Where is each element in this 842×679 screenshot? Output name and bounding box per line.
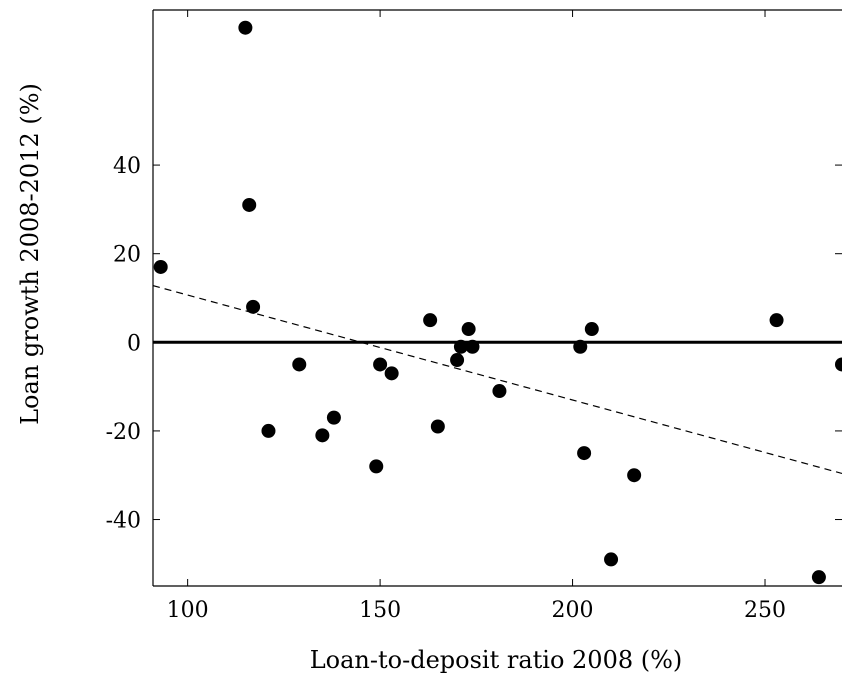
data-point: [465, 339, 480, 354]
y-tick-label: -40: [106, 509, 141, 534]
trend-line: [153, 285, 842, 475]
data-point: [461, 322, 476, 337]
data-point: [627, 468, 642, 483]
data-point: [423, 313, 438, 328]
data-point: [811, 570, 826, 585]
data-point: [373, 357, 388, 372]
y-tick-label: -20: [106, 420, 141, 445]
y-tick-label: 40: [113, 154, 141, 179]
data-point: [261, 423, 276, 438]
x-tick-label: 250: [744, 598, 786, 623]
x-tick-label: 150: [359, 598, 401, 623]
data-point: [246, 299, 261, 314]
data-point: [450, 353, 465, 368]
x-axis-title: Loan-to-deposit ratio 2008 (%): [310, 646, 683, 674]
y-tick-label: 20: [113, 243, 141, 268]
data-point: [835, 357, 842, 372]
data-point: [584, 322, 599, 337]
x-tick-label: 200: [552, 598, 594, 623]
data-point: [577, 446, 592, 461]
data-point: [604, 552, 619, 567]
data-point: [153, 259, 168, 274]
x-tick-label: 100: [167, 598, 209, 623]
data-point: [430, 419, 445, 434]
y-axis-title: Loan growth 2008-2012 (%): [16, 83, 44, 425]
data-point: [369, 459, 384, 474]
axes: 100 150 200 250 -40 -20 0 20 40: [106, 9, 842, 623]
data-point: [492, 384, 507, 399]
data-point: [326, 410, 341, 425]
data-point: [238, 20, 253, 35]
data-point: [315, 428, 330, 443]
data-point: [384, 366, 399, 381]
y-tick-label: 0: [127, 331, 141, 356]
data-point: [769, 313, 784, 328]
data-point: [453, 339, 468, 354]
data-point: [292, 357, 307, 372]
plot-area: [153, 20, 842, 585]
data-point: [573, 339, 588, 354]
data-point: [242, 197, 257, 212]
